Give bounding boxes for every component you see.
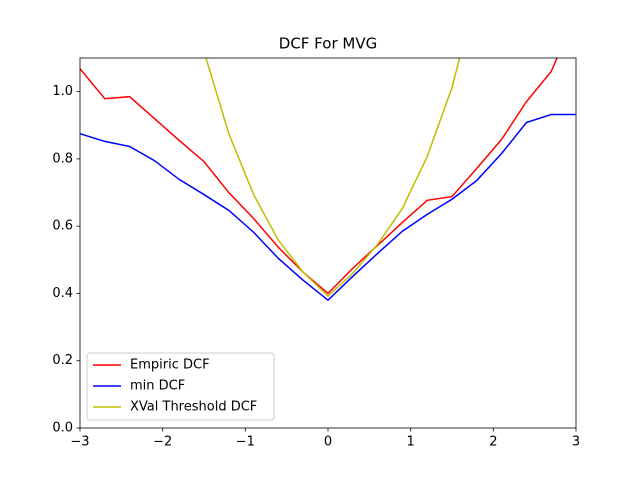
x-tick-label: 0 xyxy=(324,435,332,450)
plot-lines xyxy=(80,58,576,302)
y-tick-label: 1.0 xyxy=(52,84,73,99)
series-line xyxy=(80,113,576,302)
y-tick-label: 0.2 xyxy=(52,353,73,368)
x-tick-label: 3 xyxy=(572,435,580,450)
chart-title: DCF For MVG xyxy=(279,35,377,53)
legend-label: Empiric DCF xyxy=(130,358,210,373)
x-tick-label: −3 xyxy=(70,435,89,450)
y-tick-label: 0.4 xyxy=(52,286,73,301)
x-tick-label: 1 xyxy=(407,435,415,450)
legend-label: min DCF xyxy=(130,379,185,394)
y-tick-label: 0.0 xyxy=(52,421,73,436)
legend-box xyxy=(86,352,275,421)
y-tick-label: 0.6 xyxy=(52,219,73,234)
y-tick-label: 0.8 xyxy=(52,151,73,166)
legend-label: XVal Threshold DCF xyxy=(130,400,257,415)
x-tick-label: −1 xyxy=(236,435,255,450)
series-line xyxy=(205,58,461,298)
x-tick-label: −2 xyxy=(153,435,172,450)
x-tick-label: 2 xyxy=(489,435,497,450)
series-line xyxy=(80,58,558,295)
